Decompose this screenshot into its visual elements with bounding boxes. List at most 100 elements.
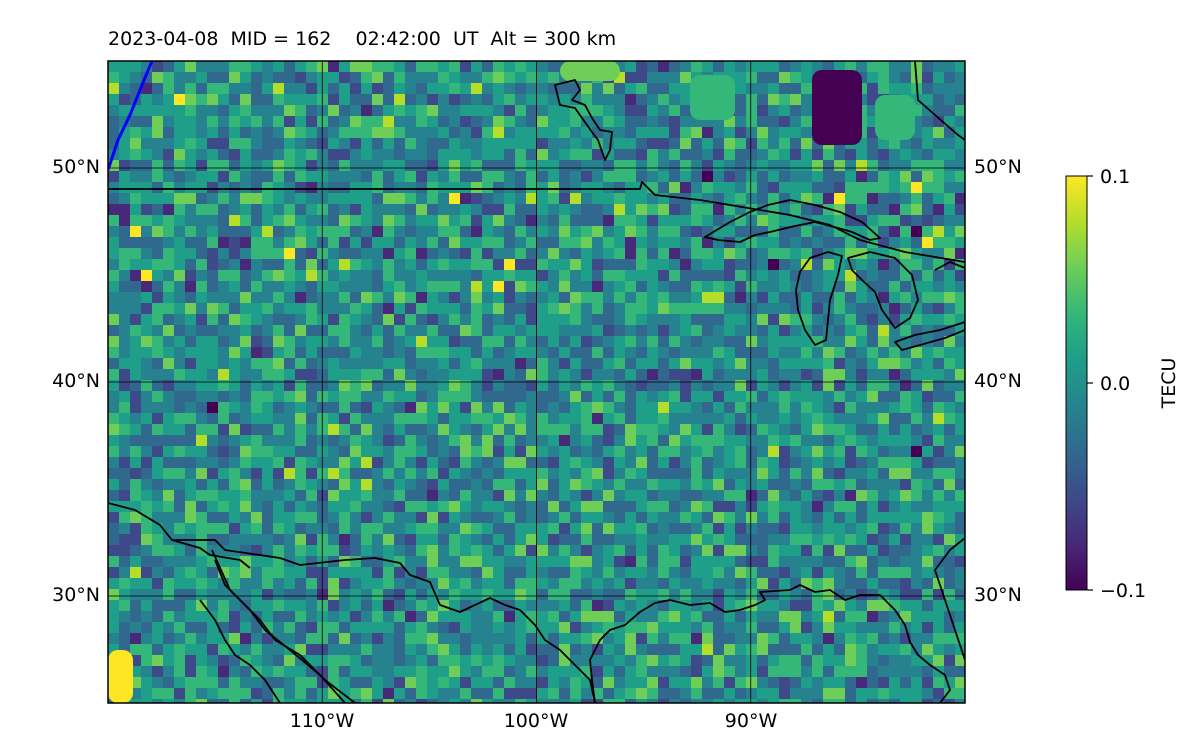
tec-cell: [119, 116, 131, 128]
tec-cell: [658, 402, 670, 414]
tec-cell: [515, 633, 527, 645]
tec-cell: [669, 446, 681, 458]
tec-cell: [845, 545, 857, 557]
tec-cell: [218, 600, 230, 612]
tec-cell: [933, 105, 945, 117]
tec-cell: [504, 369, 516, 381]
tec-cell: [482, 413, 494, 425]
tec-cell: [427, 402, 439, 414]
tec-cell: [394, 655, 406, 667]
tec-cell: [449, 512, 461, 524]
tec-cell: [262, 402, 274, 414]
tec-cell: [724, 600, 736, 612]
tec-cell: [493, 303, 505, 315]
tec-cell: [295, 149, 307, 161]
tec-cell: [328, 160, 340, 172]
tec-cell: [317, 127, 329, 139]
tec-cell: [361, 468, 373, 480]
tec-cell: [669, 72, 681, 84]
tec-cell: [251, 171, 263, 183]
tec-cell: [856, 237, 868, 249]
tec-cell: [922, 259, 934, 271]
tec-cell: [427, 446, 439, 458]
tec-cell: [856, 72, 868, 84]
tec-cell: [383, 259, 395, 271]
tec-cell: [911, 490, 923, 502]
tec-cell: [185, 391, 197, 403]
tec-cell: [416, 655, 428, 667]
tec-cell: [416, 83, 428, 95]
tec-cell: [449, 402, 461, 414]
tec-cell: [790, 622, 802, 634]
tec-cell: [416, 325, 428, 337]
tec-cell: [526, 479, 538, 491]
tec-cell: [471, 446, 483, 458]
tec-cell: [273, 512, 285, 524]
tec-cell: [658, 204, 670, 216]
tec-cell: [537, 402, 549, 414]
tec-cell: [559, 666, 571, 678]
tec-cell: [955, 347, 965, 359]
tec-cell: [295, 94, 307, 106]
tec-cell: [449, 281, 461, 293]
tec-cell: [229, 182, 241, 194]
tec-cell: [537, 204, 549, 216]
tec-cell: [339, 292, 351, 304]
tec-cell: [955, 501, 965, 513]
tec-cell: [735, 204, 747, 216]
tec-cell: [592, 237, 604, 249]
tec-cell: [207, 435, 219, 447]
tec-cell: [625, 204, 637, 216]
tec-cell: [493, 149, 505, 161]
tec-cell: [130, 655, 142, 667]
tec-cell: [240, 292, 252, 304]
tec-cell: [636, 435, 648, 447]
tec-cell: [130, 644, 142, 656]
tec-cell: [328, 138, 340, 150]
tec-cell: [812, 61, 824, 73]
tec-cell: [570, 391, 582, 403]
tec-cell: [779, 556, 791, 568]
tec-cell: [944, 226, 956, 238]
tec-cell: [295, 589, 307, 601]
tec-cell: [911, 270, 923, 282]
tec-cell: [515, 523, 527, 535]
tec-cell: [251, 116, 263, 128]
tec-cell: [152, 83, 164, 95]
tec-cell: [262, 193, 274, 205]
tec-cell: [647, 204, 659, 216]
tec-cell: [306, 446, 318, 458]
tec-cell: [163, 688, 175, 700]
tec-cell: [460, 523, 472, 535]
tec-cell: [735, 369, 747, 381]
tec-cell: [746, 391, 758, 403]
tec-cell: [647, 127, 659, 139]
tec-cell: [482, 600, 494, 612]
tec-cell: [383, 116, 395, 128]
tec-cell: [460, 127, 472, 139]
tec-cell: [669, 435, 681, 447]
tec-cell: [229, 94, 241, 106]
tec-cell: [372, 567, 384, 579]
tec-cell: [427, 424, 439, 436]
tec-cell: [702, 303, 714, 315]
tec-cell: [592, 116, 604, 128]
tec-cell: [482, 171, 494, 183]
tec-cell: [746, 193, 758, 205]
tec-cell: [119, 325, 131, 337]
tec-cell: [570, 127, 582, 139]
tec-cell: [361, 457, 373, 469]
tec-cell: [680, 523, 692, 535]
tec-cell: [306, 644, 318, 656]
tec-cell: [911, 545, 923, 557]
tec-cell: [790, 215, 802, 227]
tec-cell: [526, 160, 538, 172]
tec-cell: [295, 435, 307, 447]
tec-cell: [416, 270, 428, 282]
tec-cell: [889, 545, 901, 557]
tec-cell: [944, 270, 956, 282]
tec-cell: [548, 94, 560, 106]
tec-cell: [207, 578, 219, 590]
tec-cell: [482, 303, 494, 315]
tec-cell: [867, 446, 879, 458]
